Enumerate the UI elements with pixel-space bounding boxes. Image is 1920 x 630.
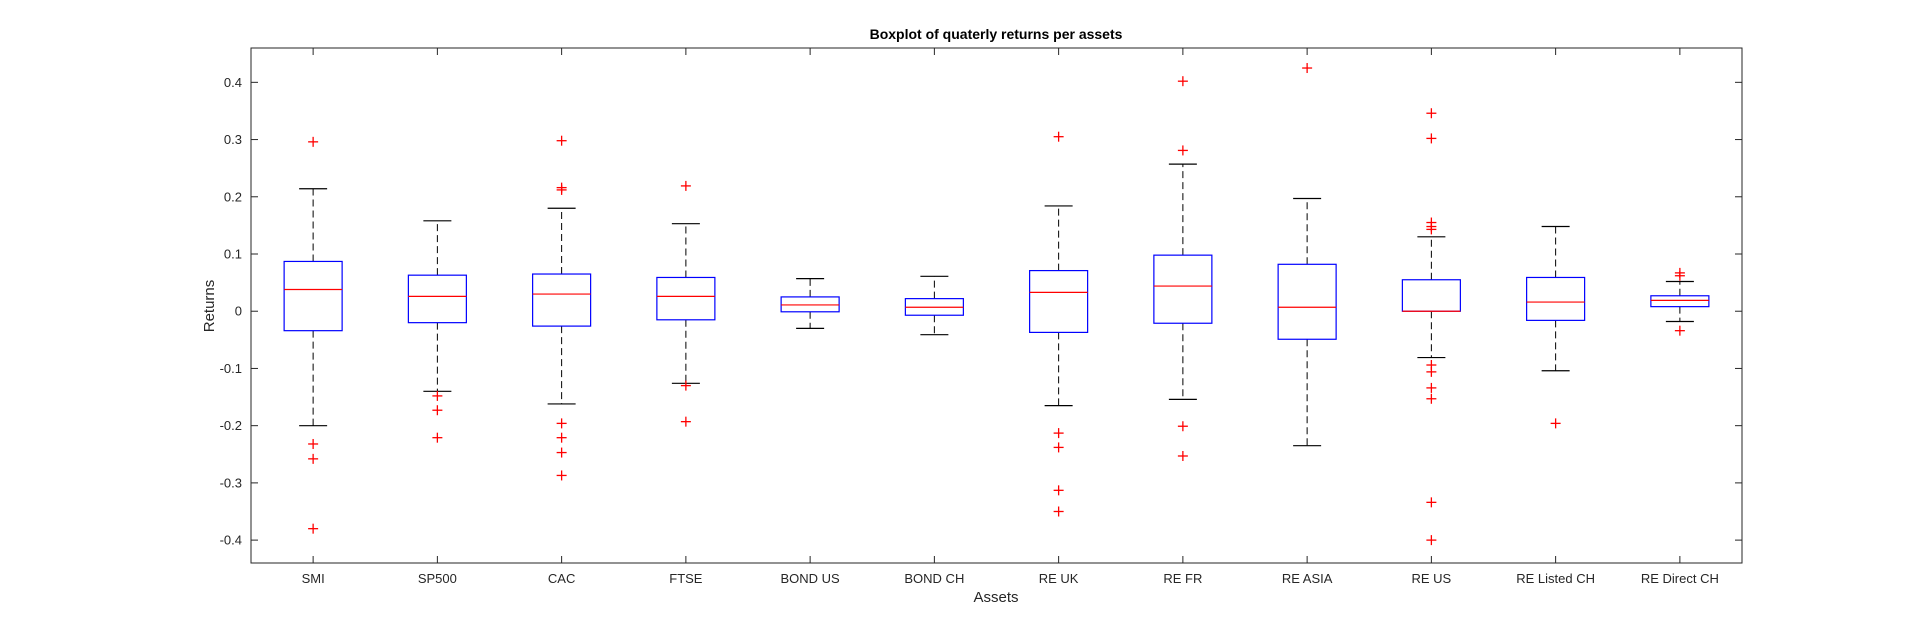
- plot-area: [250, 47, 1743, 564]
- outlier-marker: [432, 432, 443, 443]
- box-bond-us: [780, 278, 840, 329]
- x-tick-label: BOND CH: [904, 571, 964, 586]
- outlier-marker: [1177, 421, 1188, 432]
- y-tick-label: 0.1: [224, 247, 242, 262]
- outlier-marker: [556, 135, 567, 146]
- x-tick-label: RE ASIA: [1282, 571, 1333, 586]
- x-tick-label: RE FR: [1163, 571, 1202, 586]
- outlier-marker: [1426, 393, 1437, 404]
- chart-title: Boxplot of quaterly returns per assets: [870, 26, 1123, 42]
- outlier-marker: [556, 418, 567, 429]
- outlier-marker: [432, 405, 443, 416]
- outlier-marker: [556, 447, 567, 458]
- x-tick-label: RE Listed CH: [1516, 571, 1595, 586]
- y-tick-label: -0.1: [220, 361, 242, 376]
- outlier-marker: [432, 390, 443, 401]
- box-sp500: [407, 220, 467, 443]
- box-re-us: [1401, 108, 1461, 546]
- outlier-marker: [556, 184, 567, 195]
- iqr-box: [1650, 295, 1710, 308]
- outlier-marker: [1550, 418, 1561, 429]
- outlier-marker: [556, 432, 567, 443]
- y-tick-label: -0.2: [220, 418, 242, 433]
- x-tick-label: RE Direct CH: [1641, 571, 1719, 586]
- outlier-marker: [1426, 133, 1437, 144]
- x-tick-label: SMI: [302, 571, 325, 586]
- x-tick-label: RE UK: [1039, 571, 1079, 586]
- outlier-marker: [1053, 485, 1064, 496]
- x-tick-label: BOND US: [781, 571, 841, 586]
- box-re-fr: [1153, 76, 1213, 461]
- outlier-marker: [680, 380, 691, 391]
- y-axis: -0.4 -0.3 -0.2 -0.1 0 0.1 0.2 0.3 0.4: [220, 75, 1742, 548]
- iqr-box: [407, 274, 467, 324]
- box-re-uk: [1029, 131, 1089, 517]
- outlier-marker: [1053, 506, 1064, 517]
- box-bond-ch: [904, 275, 964, 336]
- iqr-box: [1526, 276, 1586, 321]
- outlier-marker: [1177, 145, 1188, 156]
- outlier-marker: [1426, 382, 1437, 393]
- iqr-box: [532, 273, 592, 327]
- x-tick-label: RE US: [1412, 571, 1452, 586]
- outlier-marker: [1053, 428, 1064, 439]
- outlier-marker: [308, 136, 319, 147]
- outlier-marker: [1302, 63, 1313, 74]
- outlier-marker: [680, 180, 691, 191]
- box-series: [283, 63, 1710, 546]
- outlier-marker: [1426, 108, 1437, 119]
- outlier-marker: [1177, 450, 1188, 461]
- x-tick-label: CAC: [548, 571, 575, 586]
- y-tick-label: -0.3: [220, 475, 242, 490]
- box-re-listed-ch: [1526, 225, 1586, 429]
- y-tick-label: 0.3: [224, 132, 242, 147]
- y-tick-label: 0.4: [224, 75, 242, 90]
- iqr-box: [1153, 254, 1213, 324]
- iqr-box: [1277, 263, 1337, 340]
- outlier-marker: [680, 416, 691, 427]
- box-cac: [532, 135, 592, 481]
- outlier-marker: [308, 438, 319, 449]
- x-axis-title: Assets: [973, 589, 1018, 606]
- outlier-marker: [1053, 131, 1064, 142]
- iqr-box: [656, 276, 716, 321]
- outlier-marker: [308, 523, 319, 534]
- box-ftse: [656, 180, 716, 427]
- outlier-marker: [1674, 270, 1685, 281]
- iqr-box: [1029, 269, 1089, 333]
- box-re-asia: [1277, 63, 1337, 447]
- x-axis: SMI SP500 CAC FTSE BOND US BOND CH RE UK RE FR R…: [302, 48, 1719, 586]
- outlier-marker: [1426, 224, 1437, 235]
- iqr-box: [283, 260, 343, 332]
- box-re-direct-ch: [1650, 267, 1710, 336]
- y-axis-title: Returns: [201, 280, 218, 333]
- box-smi: [283, 136, 343, 534]
- outlier-marker: [1426, 366, 1437, 377]
- outlier-marker: [1426, 535, 1437, 546]
- x-tick-label: FTSE: [669, 571, 703, 586]
- y-tick-label: 0: [235, 304, 242, 319]
- outlier-marker: [1426, 497, 1437, 508]
- y-tick-label: -0.4: [220, 533, 242, 548]
- x-tick-label: SP500: [418, 571, 457, 586]
- outlier-marker: [308, 453, 319, 464]
- y-tick-label: 0.2: [224, 189, 242, 204]
- outlier-marker: [1674, 325, 1685, 336]
- outlier-marker: [556, 470, 567, 481]
- outlier-marker: [1177, 76, 1188, 87]
- outlier-marker: [1053, 442, 1064, 453]
